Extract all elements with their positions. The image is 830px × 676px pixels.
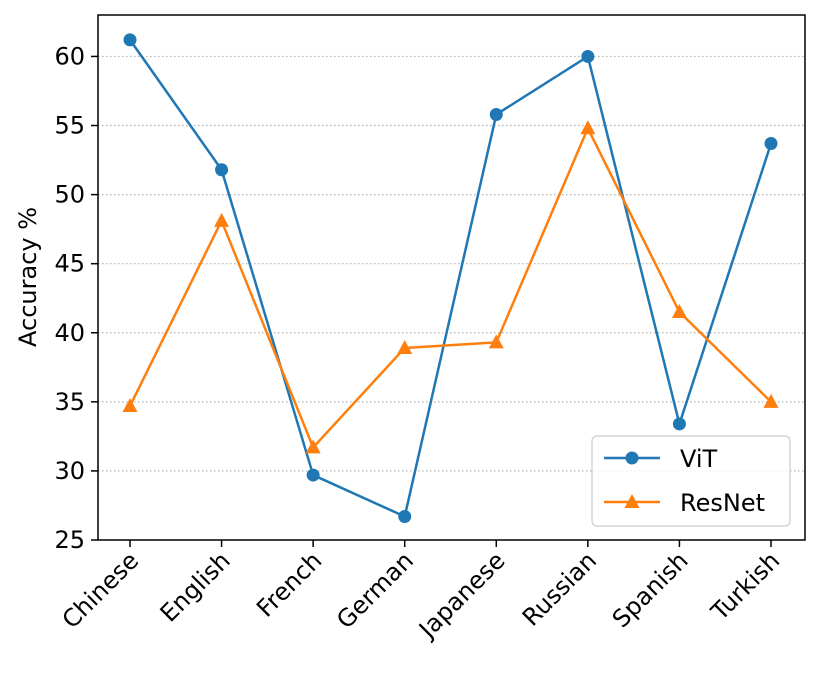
y-tick-label: 30: [54, 457, 85, 485]
y-tick-label: 55: [54, 112, 85, 140]
data-point-resnet: [763, 393, 779, 408]
data-point-vit: [489, 107, 503, 121]
y-tick-label: 40: [54, 319, 85, 347]
data-point-resnet: [397, 339, 413, 354]
grid-layer: [98, 55, 805, 472]
data-point-vit: [398, 510, 412, 524]
legend-label-resnet: ResNet: [680, 489, 765, 517]
legend-marker-resnet: [624, 494, 640, 508]
series-layer: [122, 33, 779, 524]
y-tick-label: 35: [54, 388, 85, 416]
data-point-resnet: [488, 334, 504, 349]
x-tick-label: French: [251, 546, 327, 622]
series-line-resnet: [128, 127, 772, 449]
legend-marker-vit: [625, 451, 639, 465]
y-tick-label: 45: [54, 250, 85, 278]
plot-frame: [97, 14, 806, 541]
data-point-vit: [764, 136, 778, 150]
data-point-vit: [672, 417, 686, 431]
x-tick-label: Russian: [517, 546, 602, 631]
x-tick-label: Japanese: [412, 546, 510, 644]
x-tick-label: English: [155, 546, 236, 627]
data-point-resnet: [305, 439, 321, 454]
y-axis-label: Accuracy %: [14, 207, 42, 347]
series-line-vit: [128, 39, 773, 518]
data-point-vit: [581, 49, 595, 63]
data-point-resnet: [671, 304, 687, 319]
data-point-vit: [306, 468, 320, 482]
data-point-vit: [123, 33, 137, 47]
x-tick-label: German: [331, 546, 419, 634]
y-tick-label: 50: [54, 181, 85, 209]
data-point-resnet: [580, 120, 596, 135]
data-point-resnet: [122, 397, 138, 412]
x-tick-label: Chinese: [57, 546, 145, 634]
legend: ViT ResNet: [591, 435, 791, 527]
data-point-resnet: [214, 212, 230, 227]
x-tick-label: Turkish: [705, 546, 785, 626]
data-point-vit: [215, 163, 229, 177]
x-tick-label: Spanish: [607, 546, 694, 633]
y-tick-label: 60: [54, 42, 85, 70]
ticks-layer: 25 30 35 40 45 50 55 60 Chinese English French Germ…: [54, 42, 785, 644]
legend-label-vit: ViT: [680, 445, 718, 473]
y-tick-label: 25: [54, 526, 85, 554]
